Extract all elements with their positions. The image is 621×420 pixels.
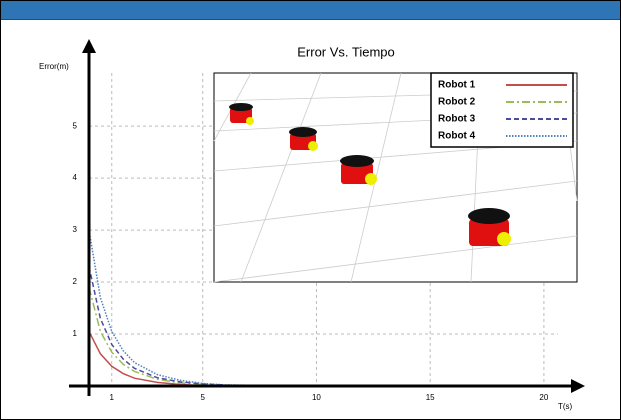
x-axis-arrow (571, 379, 585, 393)
x-tick-label: 1 (110, 393, 115, 402)
legend-label: Robot 2 (438, 97, 476, 108)
x-axis-label: T(s) (558, 402, 573, 411)
y-tick-label: 5 (73, 121, 78, 130)
x-tick-label: 5 (200, 393, 205, 402)
screenshot: Robot 1 Robot 2 Robot 3 Robot 4 Error Vs. T… (0, 0, 621, 420)
x-tick-label: 15 (426, 393, 435, 402)
y-tick-label: 1 (73, 329, 78, 338)
x-tick-label: 10 (312, 393, 321, 402)
legend-label: Robot 1 (438, 80, 476, 91)
header-bar (1, 1, 620, 19)
legend-label: Robot 4 (438, 131, 476, 142)
y-tick-label: 4 (73, 173, 78, 182)
y-axis-arrow (82, 39, 96, 53)
y-tick-label: 2 (73, 277, 78, 286)
y-tick-label: 3 (73, 225, 78, 234)
chart-title: Error Vs. Tiempo (297, 44, 395, 59)
legend-label: Robot 3 (438, 114, 476, 125)
y-axis-label: Error(m) (39, 62, 69, 71)
x-tick-label: 20 (539, 393, 548, 402)
chart: Robot 1 Robot 2 Robot 3 Robot 4 Error Vs. T… (1, 1, 620, 419)
